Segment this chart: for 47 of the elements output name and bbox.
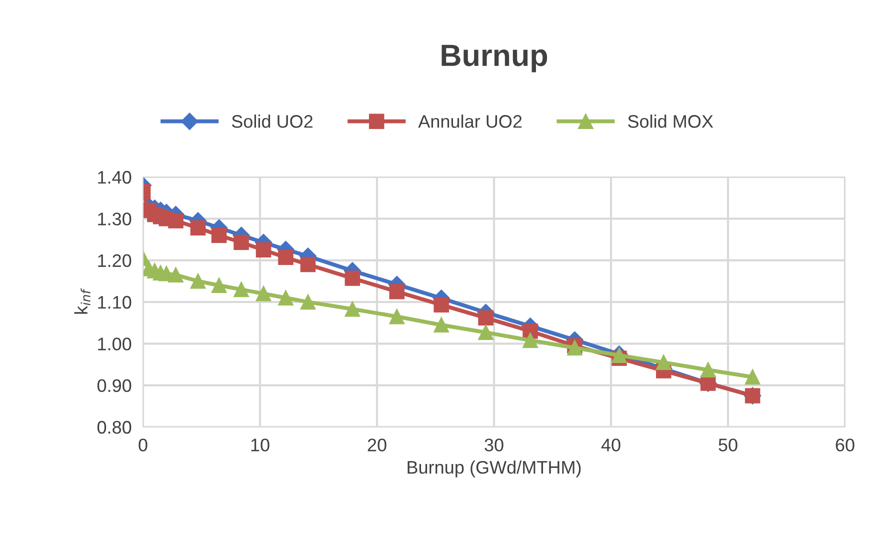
y-tick-label: 1.30 [98,212,132,226]
point [278,250,294,266]
point [168,267,184,283]
point [190,274,206,289]
chart-title: Burnup [442,44,548,72]
point [389,308,405,324]
point [256,242,272,258]
x-tick-label: 30 [484,438,504,452]
point [744,369,760,385]
point [434,317,449,333]
point [434,297,449,313]
legend-label: Solid UO2 [232,114,312,128]
y-tick-label: 1.00 [98,338,132,350]
point [656,354,672,370]
point [168,213,184,228]
point [478,324,494,340]
point [256,286,272,302]
point [190,220,206,236]
point [234,282,249,298]
point [344,270,360,286]
legend-label: Solid MOX [628,114,714,128]
point [300,294,316,310]
y-tick-label: 0.80 [97,420,132,434]
point [234,234,249,250]
point [211,278,227,293]
point [700,362,716,378]
point [344,301,360,317]
x-tick-label: 50 [718,438,738,452]
point [211,228,227,243]
point [612,348,627,363]
point [389,284,405,300]
y-axis-title: k$_{inf}$ [74,288,90,314]
y-tick-label: 0.90 [97,379,132,392]
y-tick-label: 1.20 [98,254,132,268]
x-tick-label: 0 [138,438,148,452]
y-tick-label: 1.10 [98,296,132,309]
x-tick-label: 20 [368,438,386,452]
point [522,332,538,348]
x-tick-label: 40 [601,438,620,452]
legend-label: Annular UO2 [418,114,522,128]
point [278,290,294,306]
x-axis-title: Burnup (GWd/MTHM) [408,460,581,478]
point [300,256,316,272]
x-tick-label: 10 [251,438,270,452]
x-tick-label: 60 [836,438,854,452]
y-tick-label: 1.40 [98,170,132,184]
point [478,310,494,326]
